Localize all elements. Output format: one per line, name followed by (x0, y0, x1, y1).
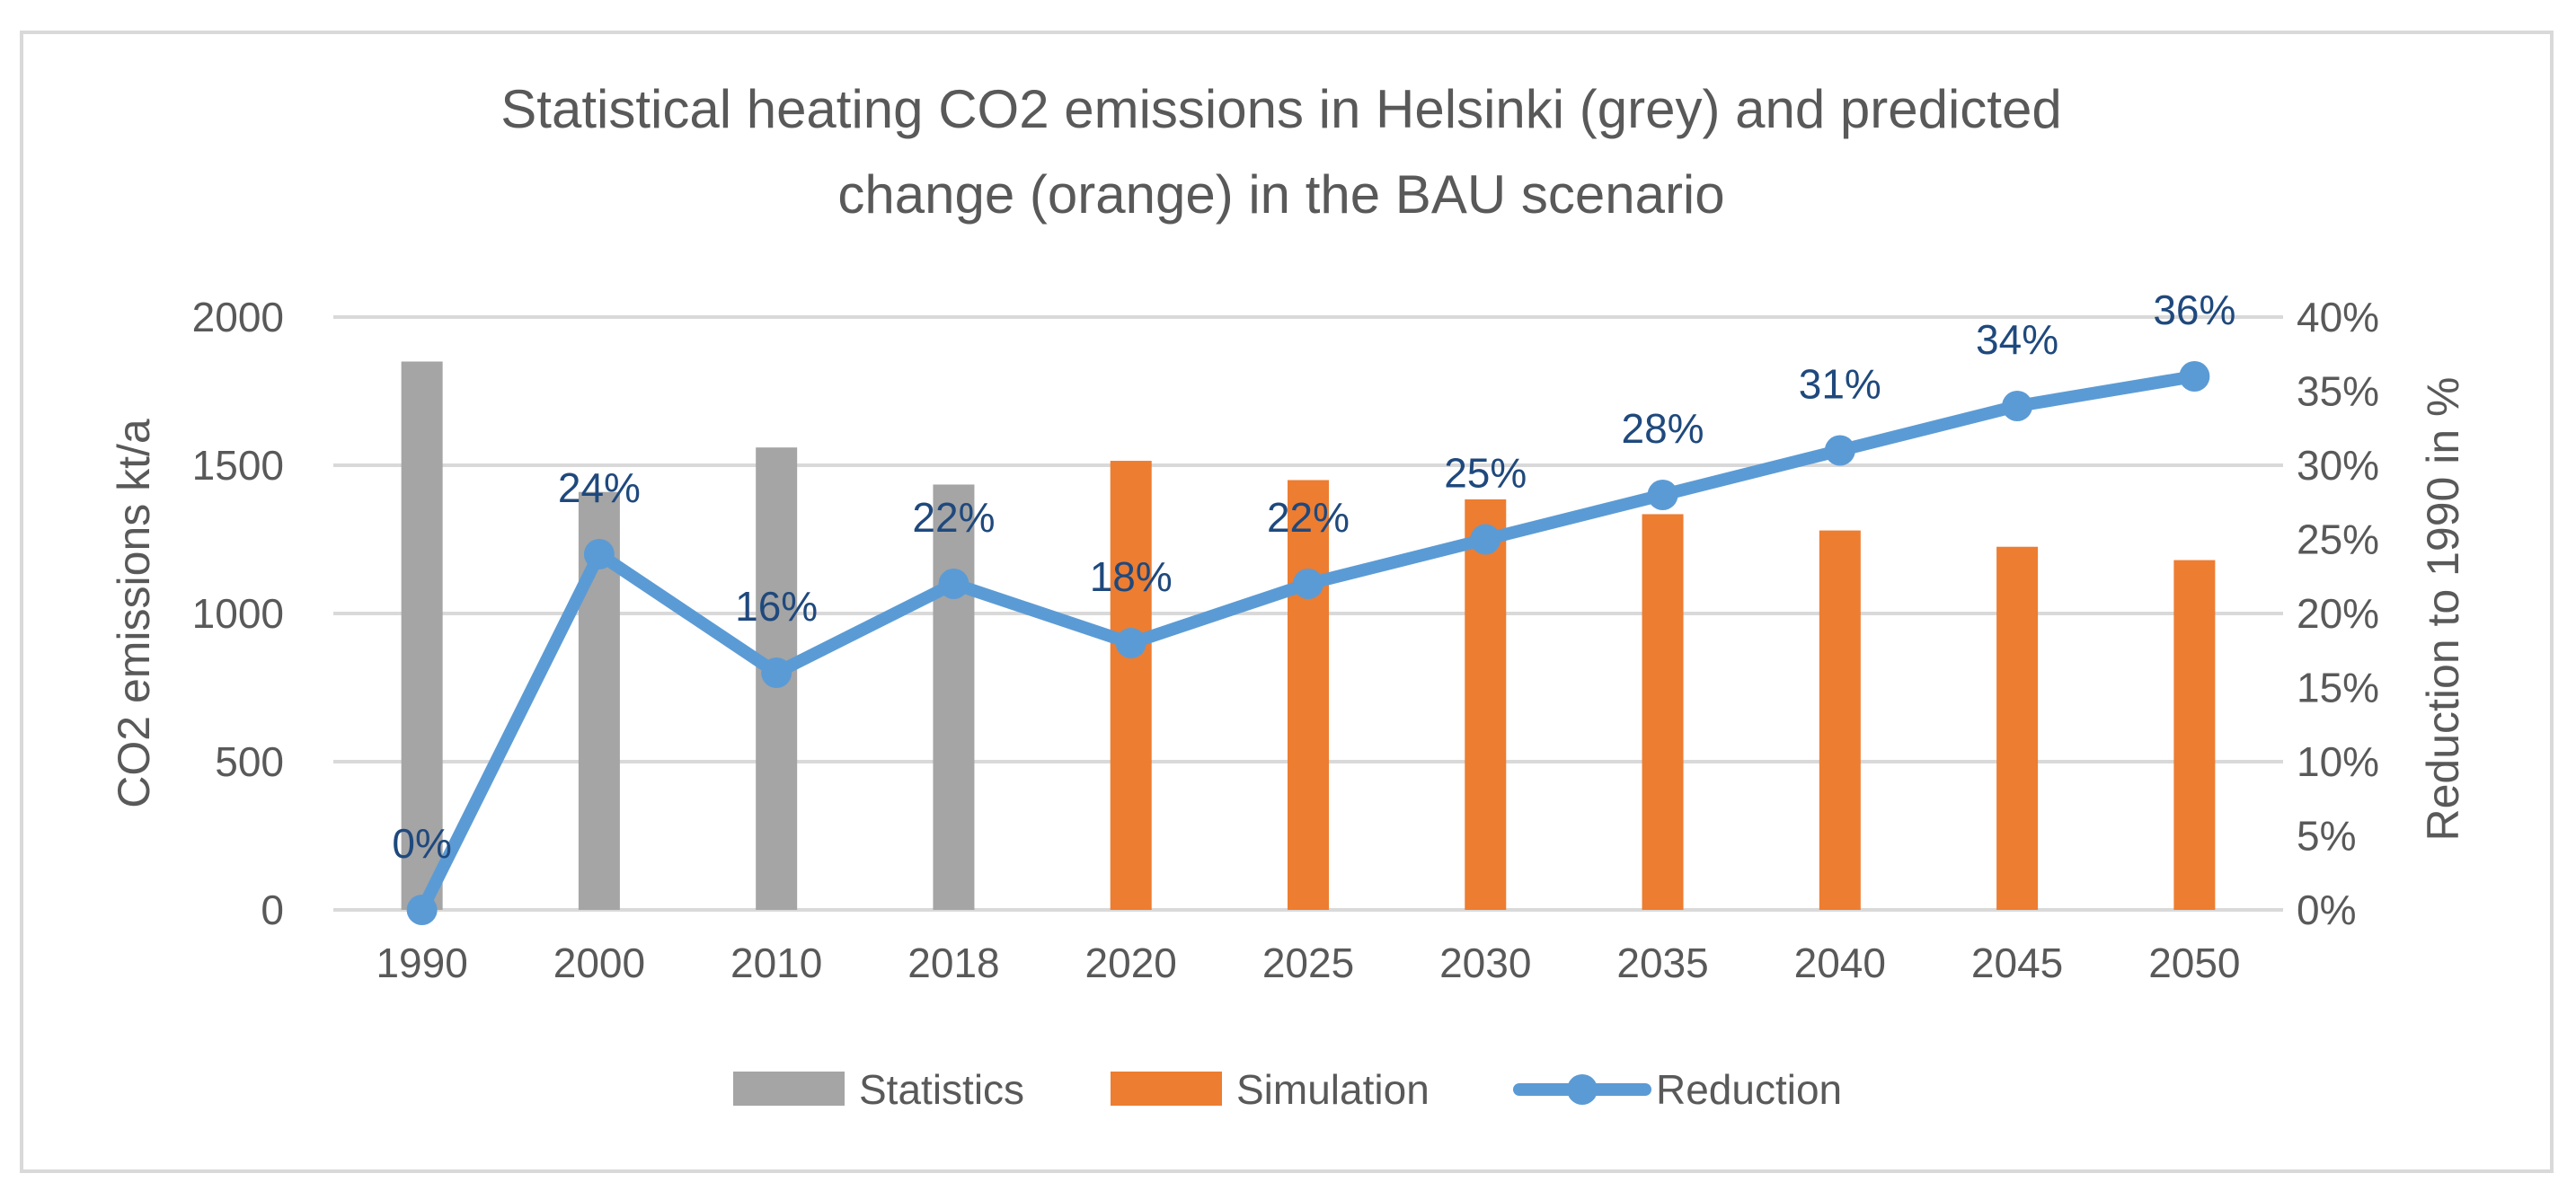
data-label-2010: 16% (735, 583, 818, 630)
y-axis-right-ticks: 0% 5% 10% 15% 20% 25% 30% 35% 40% (2297, 294, 2379, 933)
x-tick-label: 2025 (1262, 940, 1354, 986)
y-axis-label: CO2 emissions kt/a (109, 419, 159, 808)
chart-title-line: change (orange) in the BAU scenario (837, 164, 1724, 225)
point-reduction-2030 (1470, 524, 1501, 555)
legend: Statistics Simulation Reduction (733, 1066, 1842, 1113)
bar-statistics-2018 (933, 484, 975, 910)
y-right-tick-label: 10% (2297, 738, 2379, 785)
bar-simulation-2040 (1819, 530, 1861, 910)
chart-title: Statistical heating CO2 emissions in Hel… (500, 79, 2061, 225)
point-reduction-1990 (406, 895, 438, 925)
legend-swatch-simulation (1111, 1072, 1222, 1106)
point-reduction-2050 (2179, 361, 2210, 392)
bar-simulation-2035 (1642, 514, 1684, 910)
bar-simulation-2030 (1465, 499, 1507, 910)
y-axis-ticks: 0 500 1000 1500 2000 (192, 294, 284, 933)
point-reduction-2035 (1647, 480, 1678, 510)
legend-swatch-statistics (733, 1072, 845, 1106)
x-tick-label: 2020 (1085, 940, 1177, 986)
chart-title-line: Statistical heating CO2 emissions in Hel… (500, 79, 2061, 139)
chart-frame: Statistical heating CO2 emissions in Hel… (20, 31, 2554, 1173)
x-tick-label: 2030 (1439, 940, 1531, 986)
point-reduction-2020 (1115, 628, 1146, 658)
data-label-2030: 25% (1444, 450, 1527, 497)
x-tick-label: 2000 (553, 940, 645, 986)
y-right-tick-label: 30% (2297, 442, 2379, 489)
x-tick-label: 2045 (1971, 940, 2063, 986)
y-tick-label: 0 (261, 887, 284, 933)
point-reduction-2018 (938, 569, 969, 599)
reduction-line: 0% 24% 16% 22% 18% 22% 25% 28% 31% 34% 36% (392, 287, 2235, 925)
data-label-2035: 28% (1622, 405, 1704, 452)
y-tick-label: 2000 (192, 294, 284, 340)
y-right-tick-label: 5% (2297, 813, 2356, 860)
point-reduction-2025 (1293, 569, 1323, 599)
y-tick-label: 500 (215, 738, 284, 785)
bar-simulation-2020 (1110, 461, 1152, 910)
x-axis-ticks: 1990 2000 2010 2018 2020 2025 2030 2035 2040 2045… (376, 940, 2240, 986)
point-reduction-2040 (1824, 435, 1855, 466)
data-label-2020: 18% (1090, 553, 1173, 600)
y-tick-label: 1500 (192, 442, 284, 489)
y-axis-right-label: Reduction to 1990 in % (2418, 376, 2468, 841)
bars (401, 361, 2216, 910)
data-label-2045: 34% (1976, 316, 2058, 363)
x-tick-label: 2010 (730, 940, 822, 986)
bar-statistics-1990 (401, 361, 443, 910)
bar-simulation-2050 (2173, 560, 2216, 910)
x-tick-label: 2050 (2148, 940, 2240, 986)
data-label-2000: 24% (558, 464, 641, 511)
point-reduction-2010 (761, 657, 792, 688)
y-right-tick-label: 25% (2297, 516, 2379, 563)
point-reduction-2045 (2002, 391, 2033, 421)
y-right-tick-label: 35% (2297, 368, 2379, 415)
bar-simulation-2025 (1288, 480, 1329, 910)
data-label-2050: 36% (2153, 287, 2235, 333)
legend-label-simulation: Simulation (1236, 1066, 1430, 1113)
y-right-tick-label: 40% (2297, 294, 2379, 340)
data-label-2040: 31% (1799, 361, 1881, 408)
legend-label-reduction: Reduction (1656, 1066, 1842, 1113)
point-reduction-2000 (583, 539, 615, 569)
x-tick-label: 2035 (1616, 940, 1708, 986)
x-tick-label: 2018 (907, 940, 999, 986)
chart: Statistical heating CO2 emissions in Hel… (109, 79, 2468, 1113)
data-label-1990: 0% (392, 820, 451, 867)
data-label-2018: 22% (912, 494, 995, 541)
y-right-tick-label: 20% (2297, 590, 2379, 637)
data-label-2025: 22% (1267, 494, 1350, 541)
legend-marker-reduction (1567, 1074, 1598, 1105)
bar-simulation-2045 (1996, 546, 2039, 910)
y-right-tick-label: 0% (2297, 887, 2356, 933)
y-right-tick-label: 15% (2297, 665, 2379, 711)
x-tick-label: 2040 (1794, 940, 1886, 986)
x-tick-label: 1990 (376, 940, 467, 986)
legend-label-statistics: Statistics (859, 1066, 1024, 1113)
y-tick-label: 1000 (192, 590, 284, 637)
